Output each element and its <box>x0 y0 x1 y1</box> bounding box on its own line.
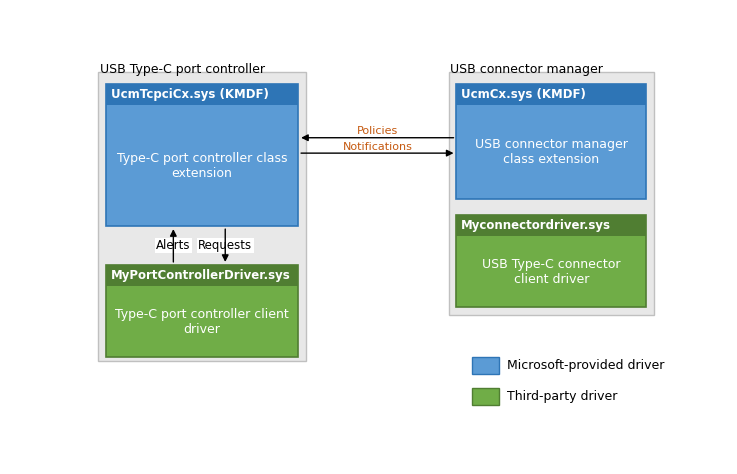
Text: Myconnectordriver.sys: Myconnectordriver.sys <box>461 219 611 232</box>
Text: USB connector manager
class extension: USB connector manager class extension <box>475 138 628 166</box>
Text: Microsoft-provided driver: Microsoft-provided driver <box>507 359 664 372</box>
Text: Alerts: Alerts <box>156 239 191 252</box>
Text: MyPortControllerDriver.sys: MyPortControllerDriver.sys <box>111 269 290 282</box>
Bar <box>106 265 298 357</box>
Text: Type-C port controller class
extension: Type-C port controller class extension <box>117 152 287 180</box>
Bar <box>456 84 646 200</box>
Text: Type-C port controller client
driver: Type-C port controller client driver <box>115 308 289 336</box>
Bar <box>456 215 646 307</box>
Text: Third-party driver: Third-party driver <box>507 390 617 403</box>
Text: USB Type-C connector
client driver: USB Type-C connector client driver <box>482 258 621 286</box>
Bar <box>106 265 298 286</box>
Bar <box>472 388 499 405</box>
Bar <box>106 84 298 226</box>
Text: UcmTcpciCx.sys (KMDF): UcmTcpciCx.sys (KMDF) <box>111 88 268 101</box>
Bar <box>106 84 298 105</box>
Text: Policies: Policies <box>357 126 398 136</box>
Bar <box>472 357 499 374</box>
Text: USB connector manager: USB connector manager <box>450 63 603 76</box>
Bar <box>98 72 306 361</box>
Bar <box>449 72 654 315</box>
Bar <box>456 215 646 237</box>
Bar <box>456 84 646 105</box>
Text: USB Type-C port controller: USB Type-C port controller <box>100 63 265 76</box>
Text: UcmCx.sys (KMDF): UcmCx.sys (KMDF) <box>461 88 586 101</box>
Text: Notifications: Notifications <box>343 142 412 152</box>
Text: Requests: Requests <box>198 239 252 252</box>
